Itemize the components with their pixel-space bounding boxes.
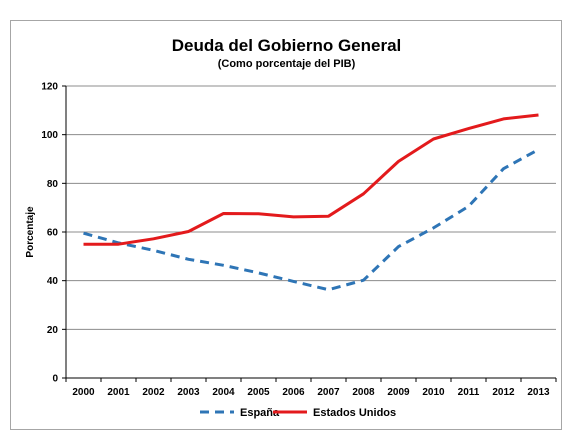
y-tick-label: 60 [47, 228, 59, 239]
x-tick-label: 2004 [212, 387, 235, 398]
series-line-estados-unidos [83, 113, 539, 246]
x-tick-label: 2007 [317, 387, 340, 398]
y-tick-label: 120 [41, 82, 58, 93]
x-tick-label: 2000 [72, 387, 95, 398]
y-tick-label: 20 [47, 325, 59, 336]
y-tick-label: 100 [41, 130, 58, 141]
x-tick-label: 2011 [458, 387, 480, 398]
x-tick-label: 2002 [142, 387, 165, 398]
y-tick-label: 80 [47, 179, 59, 190]
x-tick-label: 2006 [282, 387, 305, 398]
x-tick-label: 2013 [527, 387, 550, 398]
chart-title: Deuda del Gobierno General [171, 36, 402, 55]
x-tick-label: 2008 [352, 387, 375, 398]
chart-frame [10, 20, 562, 430]
legend-label: España [240, 407, 280, 419]
x-tick-label: 2001 [107, 387, 130, 398]
x-tick-label: 2009 [387, 387, 410, 398]
series-line-espana [83, 148, 540, 292]
x-tick-label: 2012 [492, 387, 515, 398]
x-tick-label: 2010 [422, 387, 445, 398]
x-tick-label: 2005 [247, 387, 270, 398]
y-axis-label: Porcentaje [25, 206, 36, 258]
x-tick-label: 2003 [177, 387, 200, 398]
y-tick-label: 40 [47, 276, 59, 287]
chart-subtitle: (Como porcentaje del PIB) [217, 58, 356, 70]
legend-label: Estados Unidos [313, 407, 396, 419]
y-tick-label: 0 [52, 374, 58, 385]
